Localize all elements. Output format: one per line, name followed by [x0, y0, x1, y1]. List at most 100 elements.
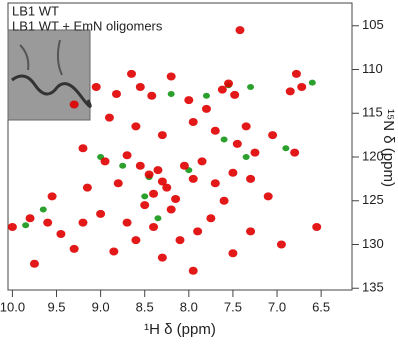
peak — [153, 166, 163, 175]
peak — [228, 168, 238, 177]
x-tick-label: 8.0 — [180, 299, 198, 314]
peak — [96, 209, 106, 218]
peak — [171, 195, 181, 203]
inset-image — [7, 29, 92, 121]
peak — [166, 205, 176, 214]
peak — [285, 87, 295, 96]
peak — [162, 183, 172, 192]
x-tick-label: 7.5 — [224, 299, 242, 314]
y-tick-label: 120 — [362, 148, 384, 163]
peak — [144, 170, 154, 179]
peak — [188, 174, 198, 183]
peak — [25, 214, 35, 223]
peak — [56, 230, 66, 238]
peak — [201, 104, 211, 113]
y-tick-label: 125 — [362, 192, 384, 207]
peak — [140, 201, 150, 210]
peak — [47, 192, 57, 201]
x-axis-label: ¹H δ (ppm) — [144, 321, 216, 338]
peak — [290, 148, 300, 157]
peak — [246, 227, 256, 236]
y-tick-label: 110 — [362, 61, 383, 76]
peak — [193, 227, 203, 236]
peak — [179, 161, 189, 170]
peak — [7, 223, 17, 231]
peak — [131, 236, 141, 245]
peak — [228, 249, 238, 258]
peak — [126, 69, 136, 78]
peak — [154, 215, 162, 222]
peak — [100, 157, 110, 166]
peak — [157, 177, 167, 186]
peak — [39, 206, 47, 213]
peak — [188, 118, 198, 126]
peak — [141, 193, 149, 200]
peak — [224, 79, 234, 88]
x-tick-label: 9.0 — [92, 299, 110, 314]
peak — [219, 196, 229, 205]
peak — [242, 154, 250, 160]
peak — [206, 214, 216, 223]
y-tick-label: 115 — [362, 105, 383, 120]
peak — [175, 236, 185, 245]
peak — [113, 179, 123, 188]
y-tick-label: 130 — [362, 236, 384, 251]
peak — [232, 139, 242, 148]
peak — [246, 174, 256, 183]
peak — [210, 179, 220, 188]
peak — [78, 144, 88, 153]
y-tick-label: 105 — [362, 17, 384, 32]
peak — [210, 126, 220, 135]
peak — [29, 259, 39, 268]
peak — [109, 247, 119, 256]
peak — [184, 96, 194, 105]
peak — [297, 83, 307, 91]
peak — [135, 83, 145, 91]
peak — [69, 100, 79, 109]
peak — [149, 223, 159, 231]
peak — [157, 253, 167, 262]
peak — [166, 72, 176, 81]
legend-entry: LB1 WT + EmN oligomers — [12, 18, 163, 33]
x-tick-label: 9.5 — [47, 299, 65, 314]
peak — [82, 183, 92, 192]
peak — [69, 244, 79, 253]
peak — [220, 136, 228, 143]
peak — [308, 79, 316, 86]
peak — [268, 131, 278, 140]
peak — [122, 218, 132, 227]
peak — [276, 240, 286, 249]
peak — [197, 157, 207, 166]
peak — [241, 122, 251, 131]
peak — [135, 161, 145, 170]
x-tick-label: 6.5 — [312, 299, 330, 314]
y-axis-label: ¹⁵N δ (ppm) — [380, 109, 397, 187]
peak — [149, 189, 159, 198]
peak — [312, 223, 322, 231]
y-tick-label: 135 — [362, 280, 384, 295]
peak — [91, 83, 101, 91]
peak — [291, 69, 301, 78]
peak — [250, 148, 260, 157]
peak — [119, 162, 127, 169]
peak — [282, 145, 290, 152]
legend-entry: LB1 WT — [12, 3, 59, 18]
x-tick-label: 10.0 — [0, 299, 25, 314]
peak — [263, 192, 273, 201]
peak — [202, 92, 210, 99]
x-tick-label: 8.5 — [136, 299, 154, 314]
peak — [78, 218, 88, 227]
peak — [122, 151, 132, 160]
peak — [147, 91, 157, 100]
peak — [22, 222, 30, 229]
peak — [247, 84, 255, 90]
peak — [230, 90, 240, 99]
peak — [167, 91, 175, 97]
peak — [104, 113, 114, 122]
peak — [111, 90, 121, 98]
peak — [235, 26, 245, 35]
peak — [43, 218, 53, 227]
peak — [157, 131, 167, 140]
peak — [217, 85, 227, 94]
